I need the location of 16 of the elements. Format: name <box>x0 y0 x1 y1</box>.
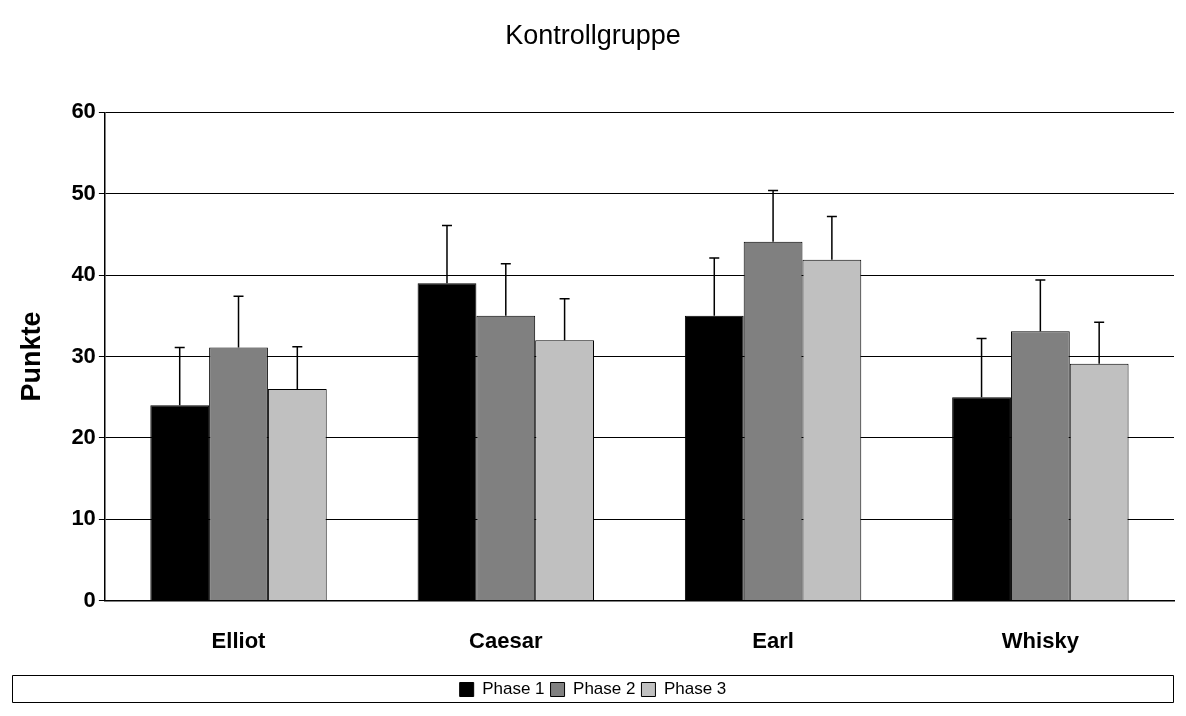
x-tick-label: Earl <box>752 627 794 653</box>
x-tick-label: Caesar <box>469 627 543 653</box>
y-tick-label: 20 <box>71 423 96 449</box>
x-tick-label: Elliot <box>211 627 267 653</box>
y-tick-label: 60 <box>71 98 96 124</box>
y-tick-label: 0 <box>83 586 96 612</box>
y-axis-title: Punkte <box>15 311 46 402</box>
y-tick-label: 10 <box>71 505 96 531</box>
legend-label: Phase 3 <box>663 679 727 699</box>
x-tick-label: Whisky <box>1001 627 1080 653</box>
chart-title: Kontrollgruppe <box>505 19 681 50</box>
legend-label: Phase 1 <box>482 679 545 699</box>
legend-label: Phase 2 <box>573 679 636 699</box>
y-tick-label: 40 <box>71 261 96 287</box>
y-tick-label: 50 <box>71 179 96 205</box>
y-tick-label: 30 <box>71 342 96 368</box>
